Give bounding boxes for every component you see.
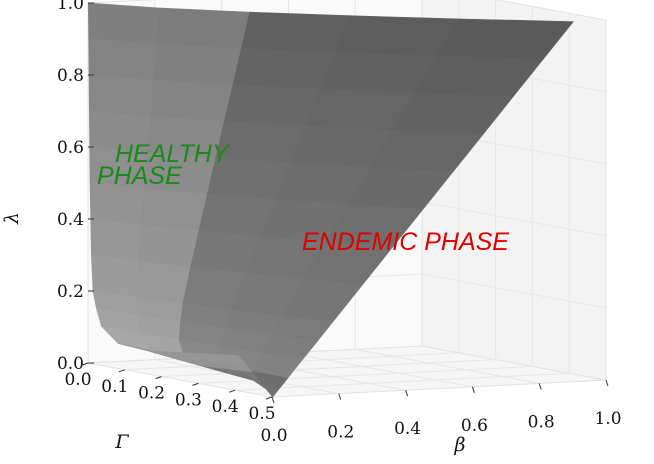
endemic-phase-label: ENDEMIC PHASE xyxy=(302,228,509,256)
beta-tick-label: 0.4 xyxy=(394,419,421,439)
healthy-phase-label-line2: PHASE xyxy=(97,162,182,190)
beta-axis-label: β xyxy=(454,434,466,456)
gamma-tick-mark xyxy=(155,376,162,380)
surface-patch xyxy=(148,350,246,365)
surface-patch xyxy=(87,2,160,45)
surface-patch xyxy=(240,11,351,53)
gamma-tick-mark xyxy=(229,389,236,393)
surface-patch xyxy=(88,38,157,81)
lambda-tick-label: 0.0 xyxy=(57,354,84,374)
beta-tick-label: 0.6 xyxy=(461,416,488,436)
surface-patch xyxy=(223,84,321,127)
surface-patch xyxy=(152,43,242,86)
surface-patch xyxy=(137,224,199,268)
critical-surface xyxy=(87,2,574,398)
grid-line-gamma xyxy=(198,6,533,384)
beta-tick-label: 0.2 xyxy=(327,423,354,443)
gamma-axis-label: Γ xyxy=(114,431,129,453)
surface-patch xyxy=(90,218,142,262)
surface-patch xyxy=(231,48,336,90)
surface-patch xyxy=(90,254,139,298)
beta-tick-label: 1.0 xyxy=(594,409,621,429)
gamma-tick-mark xyxy=(81,362,89,366)
lambda-tick-label: 0.6 xyxy=(57,138,84,158)
surface-patch xyxy=(140,188,207,232)
lambda-tick-label: 0.4 xyxy=(57,210,84,230)
surface-patch xyxy=(155,7,250,49)
surface-patch xyxy=(135,260,191,304)
beta-tick-label: 0.0 xyxy=(260,426,287,446)
gamma-tick-label: 0.2 xyxy=(138,384,165,404)
beta-tick-mark xyxy=(538,383,542,390)
axis-ticks: 0.00.20.40.60.81.00.0 0.1 0.2 0.3 0.4 0.50.0 0… xyxy=(57,0,622,446)
healthy-phase-label-line1: HEALTHY xyxy=(115,140,231,168)
gamma-tick-label: 0.4 xyxy=(212,397,239,417)
beta-tick-label: 0.8 xyxy=(528,412,555,432)
grid-line-gamma xyxy=(235,13,570,391)
surface-patch xyxy=(149,80,233,122)
lambda-tick-label: 1.0 xyxy=(57,0,84,14)
lambda-axis-label: λ xyxy=(1,212,23,225)
beta-tick-mark xyxy=(271,396,275,404)
beta-tick-mark xyxy=(405,390,409,397)
gamma-tick-label: 0.5 xyxy=(248,404,275,424)
surface-patch xyxy=(88,74,154,117)
lambda-tick-label: 0.8 xyxy=(57,66,84,86)
gamma-tick-mark xyxy=(118,369,125,373)
beta-tick-mark xyxy=(471,386,475,393)
gamma-tick-label: 0.1 xyxy=(101,377,128,397)
gamma-tick-mark xyxy=(192,382,199,386)
surface-patch xyxy=(334,15,459,57)
gamma-tick-label: 0.0 xyxy=(64,370,91,390)
beta-tick-mark xyxy=(605,379,609,387)
surface-patch xyxy=(214,121,306,164)
gamma-tick-mark xyxy=(265,396,273,400)
lambda-tick-label: 0.2 xyxy=(57,282,84,302)
beta-tick-mark xyxy=(338,393,342,400)
gamma-tick-label: 0.3 xyxy=(175,390,202,410)
